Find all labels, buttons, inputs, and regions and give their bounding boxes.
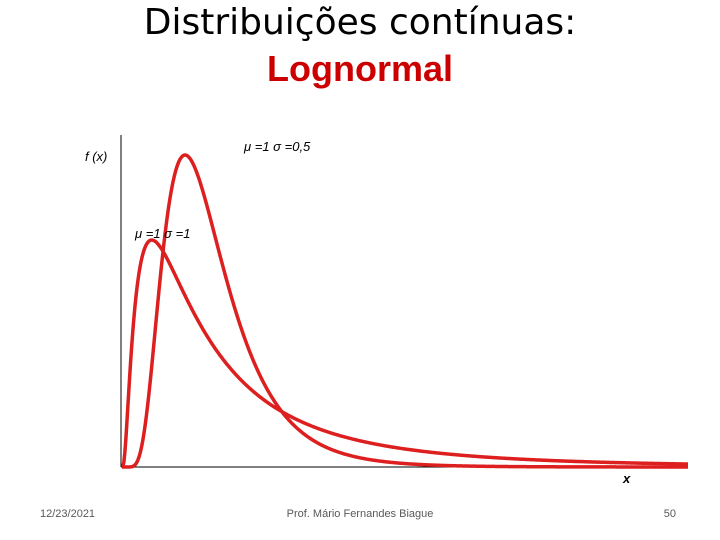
slide-title: Distribuições contínuas: [143,2,577,43]
series-label-sigma-1: μ =1 σ =1 [134,226,190,241]
page-number: 50 [663,508,676,520]
y-axis-label: f (x) [85,149,107,164]
series-label-sigma-0-5: μ =1 σ =0,5 [243,139,311,154]
footer-date: 12/23/2021 [40,508,96,520]
footer-author: Prof. Mário Fernandes Biague [286,508,434,520]
curve-sigma-0-5 [122,153,688,469]
x-axis-label: x [622,471,631,486]
curve-sigma-1 [121,238,689,469]
slide-subtitle: Lognormal [267,48,453,89]
